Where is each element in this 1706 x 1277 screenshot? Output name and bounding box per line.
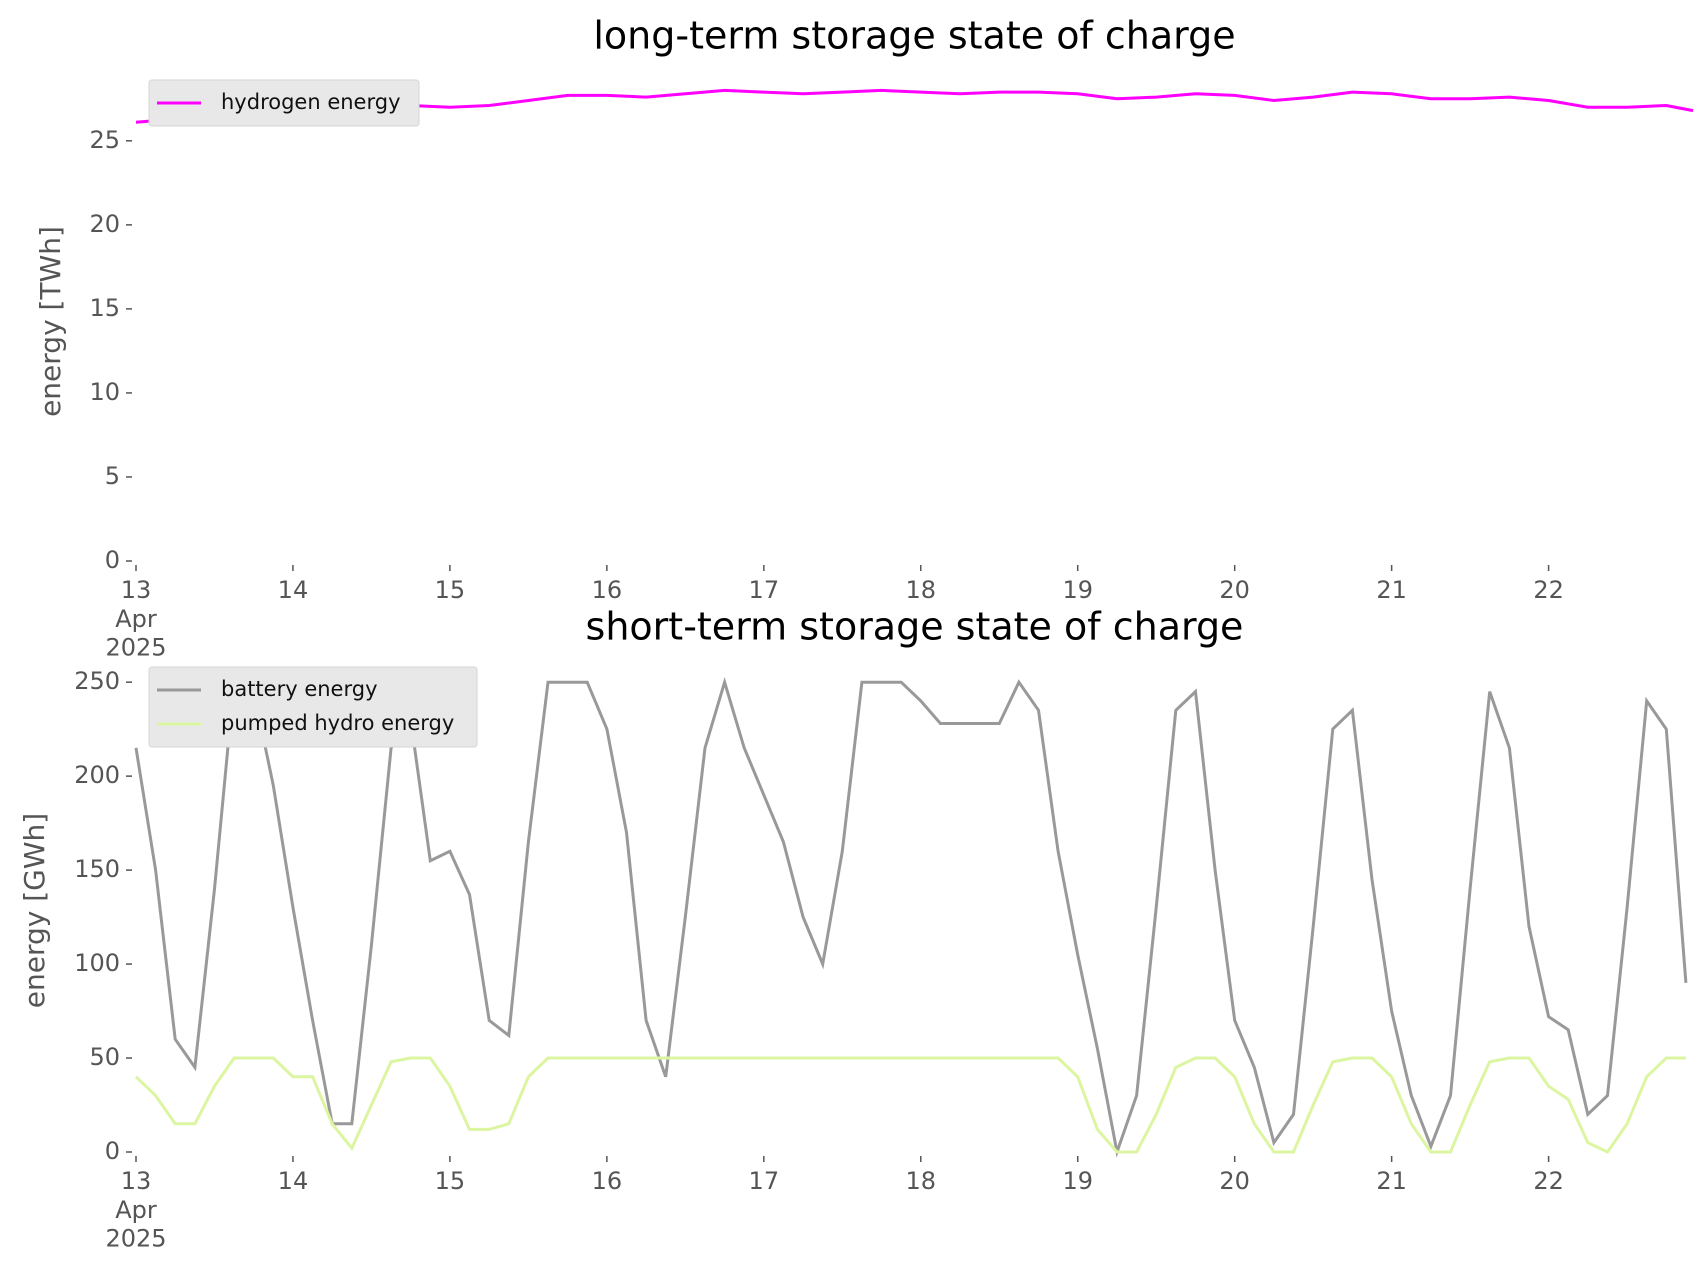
y-tick-label: 250 [74,667,120,695]
legend-label: hydrogen energy [221,90,401,114]
x-tick-label: 19 [1062,1167,1093,1195]
y-tick-label: 0 [105,546,120,574]
chart-title: long-term storage state of charge [593,14,1235,58]
legend-box [148,666,478,748]
x-tick-label: 18 [906,576,937,604]
legend-label: battery energy [221,677,378,701]
x-tick-label: 17 [749,576,780,604]
y-axis-label: energy [GWh] [18,813,51,1008]
y-tick-label: 5 [105,462,120,490]
data-line [134,1056,1686,1154]
x-tick-label: 22 [1533,576,1564,604]
x-tick-label: 16 [592,1167,623,1195]
x-tick-label: 15 [435,576,466,604]
x-tick-label: 14 [278,576,309,604]
data-line [134,676,1688,1158]
x-tick-label: 13 Apr 2025 [105,576,166,662]
legend-label: pumped hydro energy [221,711,454,735]
x-tick-label: 18 [906,1167,937,1195]
x-tick-label: 17 [749,1167,780,1195]
x-tick-label: 20 [1219,1167,1250,1195]
y-tick-label: 150 [74,855,120,883]
y-tick-label: 200 [74,761,120,789]
y-axis-label: energy [TWh] [34,226,67,417]
x-tick-label: 19 [1062,576,1093,604]
y-tick-label: 0 [105,1137,120,1165]
x-tick-label: 16 [592,576,623,604]
x-tick-label: 20 [1219,576,1250,604]
y-tick-label: 50 [89,1043,120,1071]
x-tick-label: 13 Apr 2025 [105,1167,166,1253]
x-tick-label: 21 [1376,1167,1407,1195]
y-tick-label: 10 [89,378,120,406]
y-tick-label: 15 [89,294,120,322]
x-tick-label: 14 [278,1167,309,1195]
chart-title: short-term storage state of charge [586,605,1244,649]
y-tick-label: 20 [89,210,120,238]
y-tick-label: 100 [74,949,120,977]
x-tick-label: 15 [435,1167,466,1195]
y-tick-label: 25 [89,126,120,154]
x-tick-label: 21 [1376,576,1407,604]
legend-box [148,79,420,127]
x-tick-label: 22 [1533,1167,1564,1195]
